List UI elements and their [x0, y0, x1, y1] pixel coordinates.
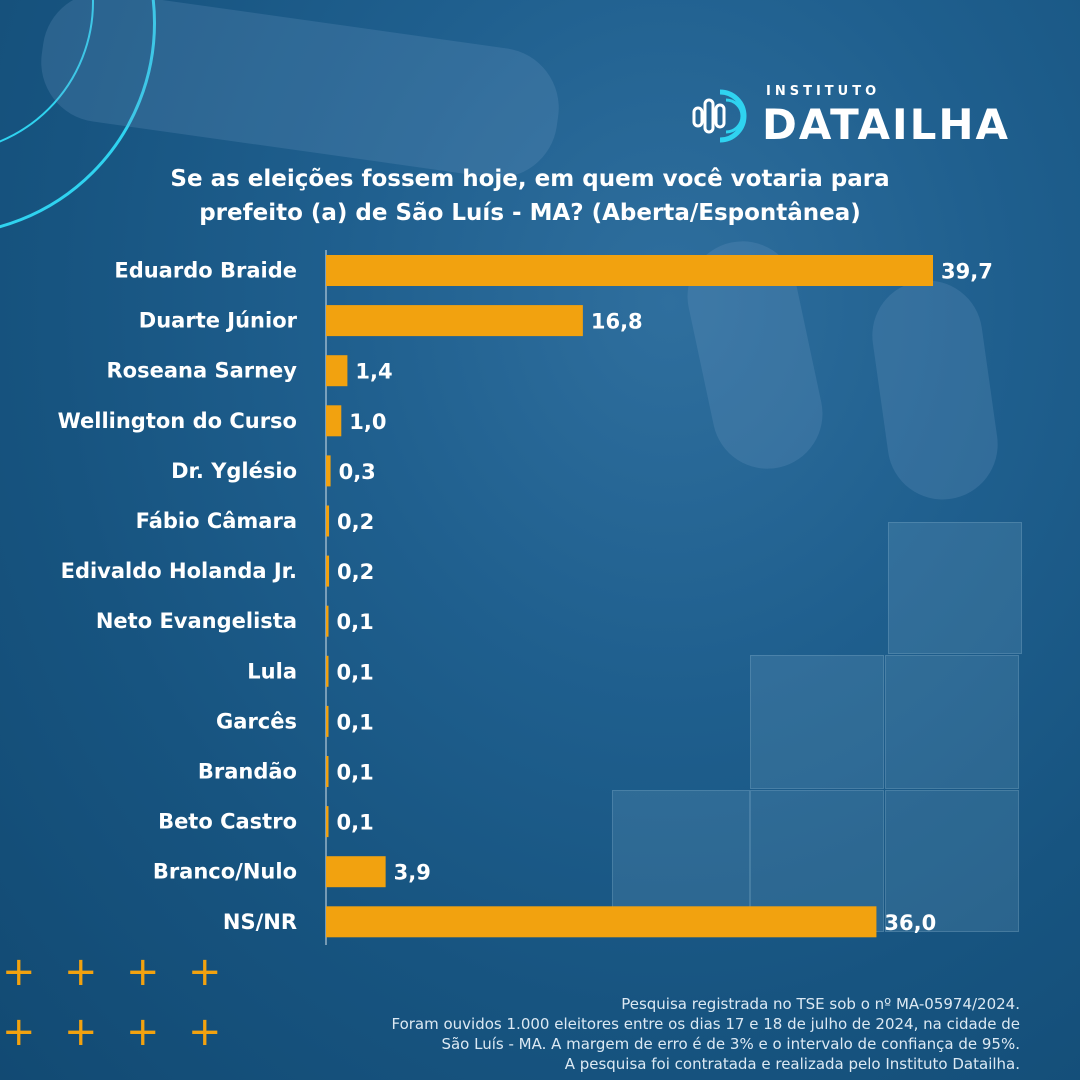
value-label: 0,1	[337, 761, 374, 785]
footnote-line: Pesquisa registrada no TSE sob o nº MA-0…	[621, 995, 1020, 1013]
bar	[326, 806, 329, 838]
value-label: 0,1	[337, 610, 374, 634]
logo-wordmark: DATAILHA	[762, 100, 1011, 149]
plus-icon: +	[126, 949, 160, 995]
value-label: 0,2	[337, 510, 374, 534]
plus-icon: +	[188, 949, 222, 995]
value-label: 1,0	[349, 410, 386, 434]
institute-logo: INSTITUTO DATAILHA	[690, 82, 1030, 152]
category-label: Edivaldo Holanda Jr.	[61, 559, 297, 583]
bar	[326, 605, 329, 637]
logo-subtitle: INSTITUTO	[766, 84, 881, 99]
chart-title-line: Se as eleições fossem hoje, em quem você…	[170, 166, 890, 192]
plus-icon: +	[188, 1009, 222, 1055]
bar	[326, 856, 386, 888]
bar	[326, 705, 329, 737]
category-label: Lula	[247, 659, 297, 683]
bar	[326, 655, 329, 687]
datailha-logo-icon	[692, 89, 747, 143]
value-label: 36,0	[884, 911, 936, 935]
chart-title-line: prefeito (a) de São Luís - MA? (Aberta/E…	[199, 200, 861, 226]
category-label: Neto Evangelista	[96, 609, 297, 633]
category-label: Brandão	[198, 760, 297, 784]
bar	[326, 756, 329, 787]
plus-icon: +	[64, 949, 98, 995]
plus-icon: +	[2, 1009, 36, 1055]
category-label: Garcês	[216, 709, 297, 733]
value-label: 16,8	[591, 310, 643, 334]
background-block	[885, 655, 1019, 789]
plus-icon: +	[126, 1009, 160, 1055]
plus-icon: +	[2, 949, 36, 995]
value-label: 39,7	[941, 260, 993, 284]
bar	[326, 305, 583, 337]
footnote-line: Foram ouvidos 1.000 eleitores entre os d…	[391, 1015, 1020, 1033]
category-label: NS/NR	[223, 910, 297, 934]
value-label: 0,3	[339, 460, 376, 484]
background-block	[750, 655, 884, 789]
category-label: Eduardo Braide	[114, 259, 297, 283]
category-label: Beto Castro	[158, 810, 297, 834]
bar	[326, 455, 331, 487]
bar	[326, 355, 348, 387]
category-label: Roseana Sarney	[107, 359, 298, 383]
bar	[326, 505, 330, 537]
value-label: 0,2	[337, 560, 374, 584]
category-label: Dr. Yglésio	[171, 459, 297, 483]
chart-title: Se as eleições fossem hoje, em quem você…	[150, 162, 910, 230]
value-label: 0,1	[337, 811, 374, 835]
background-block	[885, 790, 1019, 932]
value-label: 0,1	[337, 710, 374, 734]
bar	[326, 405, 342, 437]
category-label: Branco/Nulo	[153, 860, 297, 884]
value-label: 1,4	[355, 360, 392, 384]
category-label: Duarte Júnior	[139, 309, 298, 333]
category-label: Fábio Câmara	[136, 509, 297, 533]
background-block	[888, 522, 1022, 654]
value-label: 3,9	[394, 861, 431, 885]
footnote-line: São Luís - MA. A margem de erro é de 3% …	[441, 1035, 1020, 1053]
value-label: 0,1	[337, 660, 374, 684]
plus-icon: +	[64, 1009, 98, 1055]
bar	[326, 906, 877, 938]
methodology-footnote: Pesquisa registrada no TSE sob o nº MA-0…	[260, 994, 1020, 1074]
category-label: Wellington do Curso	[58, 409, 297, 433]
bar	[326, 555, 330, 587]
footnote-line: A pesquisa foi contratada e realizada pe…	[564, 1055, 1020, 1073]
bar	[326, 255, 933, 286]
